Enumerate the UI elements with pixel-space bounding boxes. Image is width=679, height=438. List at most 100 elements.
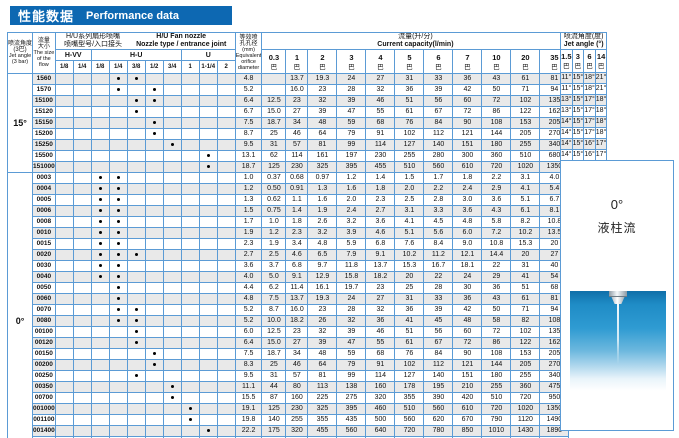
nozzle-availability-cell [144, 128, 164, 140]
nozzle-availability-cell [180, 238, 200, 250]
capacity-cell: 3.6 [481, 194, 512, 206]
nozzle-availability-cell [162, 315, 182, 327]
nozzle-availability-cell [216, 414, 236, 426]
nozzle-availability-cell [108, 73, 128, 85]
nozzle-availability-cell [162, 304, 182, 316]
nozzle-availability-cell [108, 403, 128, 415]
nozzle-availability-cell [54, 238, 74, 250]
dot-indicator [98, 208, 102, 212]
nozzle-availability-cell [162, 205, 182, 217]
entrance-joint-header: 1-1/4 [198, 60, 218, 74]
col-header-text: Jet angle [8, 53, 32, 59]
capacity-cell: 1.2 [336, 172, 367, 184]
capacity-cell: 81 [307, 139, 338, 151]
nozzle-availability-cell [162, 117, 182, 129]
flow-size-cell: 0010 [32, 227, 56, 239]
capacity-cell: 197 [336, 150, 367, 162]
nozzle-availability-cell [144, 326, 164, 338]
capacity-cell: 153 [510, 348, 541, 360]
pressure-value: 7 [465, 52, 470, 62]
nozzle-availability-cell [54, 304, 74, 316]
capacity-cell: 55 [365, 106, 396, 118]
orifice-diameter-cell: 13.1 [234, 150, 263, 162]
capacity-cell: 31 [261, 139, 287, 151]
col-header-equivalent-orifice: 等效喷 孔孔径 (mm) Equivalent orifice diameter [234, 32, 263, 74]
jet-angle-cell: 11° [560, 83, 573, 95]
capacity-cell: 42 [452, 84, 483, 96]
dot-indicator [206, 153, 210, 157]
nozzle-availability-cell [162, 414, 182, 426]
nozzle-availability-cell [90, 403, 110, 415]
nozzle-availability-cell [162, 392, 182, 404]
capacity-cell: 255 [510, 139, 541, 151]
capacity-cell: 510 [510, 150, 541, 162]
capacity-cell: 1.1 [285, 194, 309, 206]
dot-indicator [134, 252, 138, 256]
jet-angle-cell: 15° [571, 83, 585, 95]
table-row: 001400 22.2 175 320 455 560 640 720 780 850 1010 14… [8, 425, 570, 437]
capacity-cell: 1430 [510, 425, 541, 437]
nozzle-availability-cell [108, 172, 128, 184]
entrance-joint-header: 1/8 [54, 60, 74, 74]
capacity-cell: 72 [481, 326, 512, 338]
capacity-cell: 45 [423, 315, 454, 327]
dot-indicator [134, 373, 138, 377]
capacity-cell: 16.1 [307, 282, 338, 294]
nozzle-availability-cell [144, 216, 164, 228]
capacity-cell: 2.5 [394, 194, 425, 206]
nozzle-availability-cell [216, 161, 236, 173]
table-row: 14° 15° 17° 18° [560, 127, 608, 139]
dot-indicator [98, 263, 102, 267]
capacity-cell: 57 [285, 139, 309, 151]
col-header-text: 等效喷 [239, 35, 258, 41]
capacity-cell: 51 [394, 326, 425, 338]
pressure-header: 0.3 巴 [261, 49, 287, 74]
capacity-cell: 255 [481, 381, 512, 393]
dot-indicator [98, 175, 102, 179]
capacity-cell: 32 [307, 326, 338, 338]
entrance-joint-header: 1/8 [90, 60, 110, 74]
nozzle-availability-cell [126, 95, 146, 107]
nozzle-availability-cell [54, 282, 74, 294]
flow-size-cell: 0006 [32, 205, 56, 217]
jet-spray-illustration [570, 291, 666, 424]
flow-size-cell: 00120 [32, 337, 56, 349]
pressure-unit: 巴 [435, 63, 442, 71]
flow-size-cell: 00200 [32, 359, 56, 371]
nozzle-availability-cell [54, 381, 74, 393]
nozzle-availability-cell [54, 425, 74, 437]
dot-indicator [98, 274, 102, 278]
capacity-cell: 19.3 [307, 293, 338, 305]
capacity-cell: 71 [510, 304, 541, 316]
capacity-cell: 320 [365, 392, 396, 404]
pressure-value: 6 [436, 52, 441, 62]
capacity-cell: 780 [423, 425, 454, 437]
nozzle-availability-cell [108, 183, 128, 195]
group-header-text: H/U系列扇形喷嘴 [66, 33, 121, 41]
capacity-cell: 26 [307, 315, 338, 327]
nozzle-availability-cell [180, 271, 200, 283]
entrance-joint-header: 3/8 [126, 60, 146, 74]
nozzle-availability-cell [54, 315, 74, 327]
capacity-cell: 29 [481, 271, 512, 283]
pressure-unit: 巴 [563, 63, 570, 70]
jet-angle-cell: 18° [594, 116, 608, 128]
flow-size-cell: 15120 [32, 106, 56, 118]
capacity-cell: 8.7 [261, 304, 287, 316]
capacity-cell: 14.4 [481, 249, 512, 261]
pressure-unit: 巴 [493, 63, 500, 71]
col-header-text: 孔孔径 [239, 41, 258, 47]
table-row: 0° 0003 1.0 0.37 0.68 0.97 1.2 1.4 1.5 1.7 1.8 2.2 3… [6, 172, 570, 438]
capacity-cell: 80 [285, 381, 309, 393]
capacity-cell: 2.3 [285, 227, 309, 239]
dot-indicator [116, 175, 120, 179]
group-header-text: Nozzle type / entrance joint [136, 41, 227, 48]
nozzle-availability-cell [162, 271, 182, 283]
capacity-cell: 670 [452, 414, 483, 426]
dot-indicator [134, 318, 138, 322]
nozzle-availability-cell [198, 260, 218, 272]
nozzle-availability-cell [90, 293, 110, 305]
nozzle-availability-cell [90, 260, 110, 272]
nozzle-availability-cell [198, 183, 218, 195]
